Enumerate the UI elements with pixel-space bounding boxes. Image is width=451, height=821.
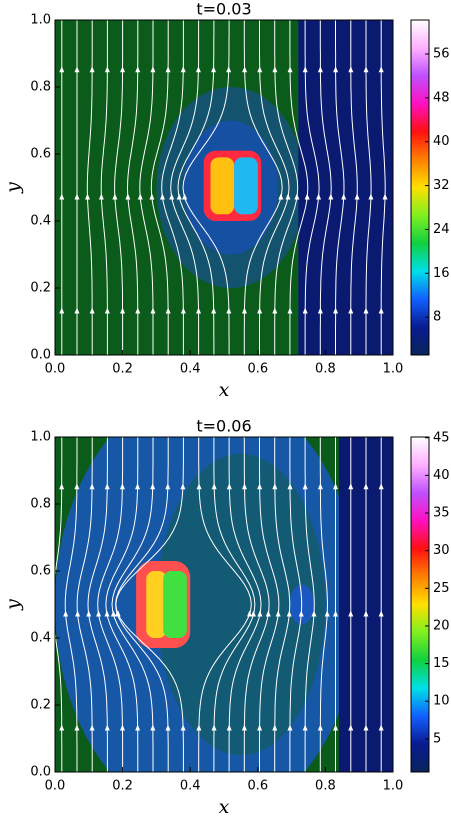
colorbar-tick-label: 45 (433, 430, 450, 445)
y-axis-label: y (2, 182, 24, 194)
colorbar-tick-label: 8 (433, 310, 441, 325)
colorbar-tick-label: 32 (433, 178, 450, 193)
y-tick-label: 1.0 (30, 13, 51, 28)
y-tick-label: 0.6 (30, 147, 51, 162)
chart-title: t=0.06 (196, 417, 251, 436)
x-tick-label: 0.8 (315, 779, 336, 794)
y-tick-label: 1.0 (30, 430, 51, 445)
colorbar-tick-label: 10 (433, 694, 450, 709)
x-tick-label: 0.0 (45, 779, 66, 794)
y-tick-label: 0.0 (30, 348, 51, 363)
colorbar-tick-label: 25 (433, 581, 450, 596)
x-tick-label: 0.6 (247, 362, 268, 377)
y-axis-label: y (2, 599, 24, 611)
chart-title: t=0.03 (196, 0, 251, 19)
colorbar-tick-label: 35 (433, 506, 450, 521)
heatmap-field (55, 20, 393, 355)
field-region (298, 20, 393, 355)
colorbar-tick-label: 15 (433, 656, 450, 671)
y-tick-label: 0.8 (30, 497, 51, 512)
heatmap-field (50, 387, 393, 817)
colorbar-tick-label: 20 (433, 618, 450, 633)
x-tick-label: 1.0 (383, 779, 404, 794)
y-tick-label: 0.4 (30, 214, 51, 229)
colorbar-tick-label: 48 (433, 90, 450, 105)
x-tick-label: 0.4 (180, 362, 201, 377)
colorbar-tick-label: 56 (433, 46, 450, 61)
x-tick-label: 1.0 (383, 362, 404, 377)
colorbar-tick-label: 16 (433, 266, 450, 281)
y-tick-label: 0.6 (30, 564, 51, 579)
field-region (234, 157, 258, 214)
y-tick-label: 0.4 (30, 631, 51, 646)
colorbar-tick-label: 40 (433, 134, 450, 149)
field-region (210, 157, 234, 214)
y-tick-label: 0.8 (30, 80, 51, 95)
y-tick-label: 0.0 (30, 765, 51, 780)
x-tick-label: 0.4 (180, 779, 201, 794)
y-tick-label: 0.2 (30, 281, 51, 296)
colorbar (411, 437, 429, 772)
x-tick-label: 0.2 (112, 362, 133, 377)
colorbar-tick-label: 24 (433, 222, 450, 237)
x-tick-label: 0.8 (315, 362, 336, 377)
x-axis-label: x (219, 379, 230, 401)
colorbar (411, 20, 429, 355)
x-tick-label: 0.6 (247, 779, 268, 794)
colorbar-tick-label: 5 (433, 731, 441, 746)
figure: t=0.03 x y 0.0 0.2 0.4 0.6 0.8 1.0 0.0 0.2 0.4 0.6 0.… (0, 0, 451, 817)
colorbar-tick-label: 30 (433, 543, 450, 558)
y-tick-label: 0.2 (30, 698, 51, 713)
field-region (163, 571, 187, 638)
x-axis-label: x (219, 796, 230, 817)
colorbar-tick-label: 40 (433, 468, 450, 483)
x-tick-label: 0.2 (112, 779, 133, 794)
x-tick-label: 0.0 (45, 362, 66, 377)
